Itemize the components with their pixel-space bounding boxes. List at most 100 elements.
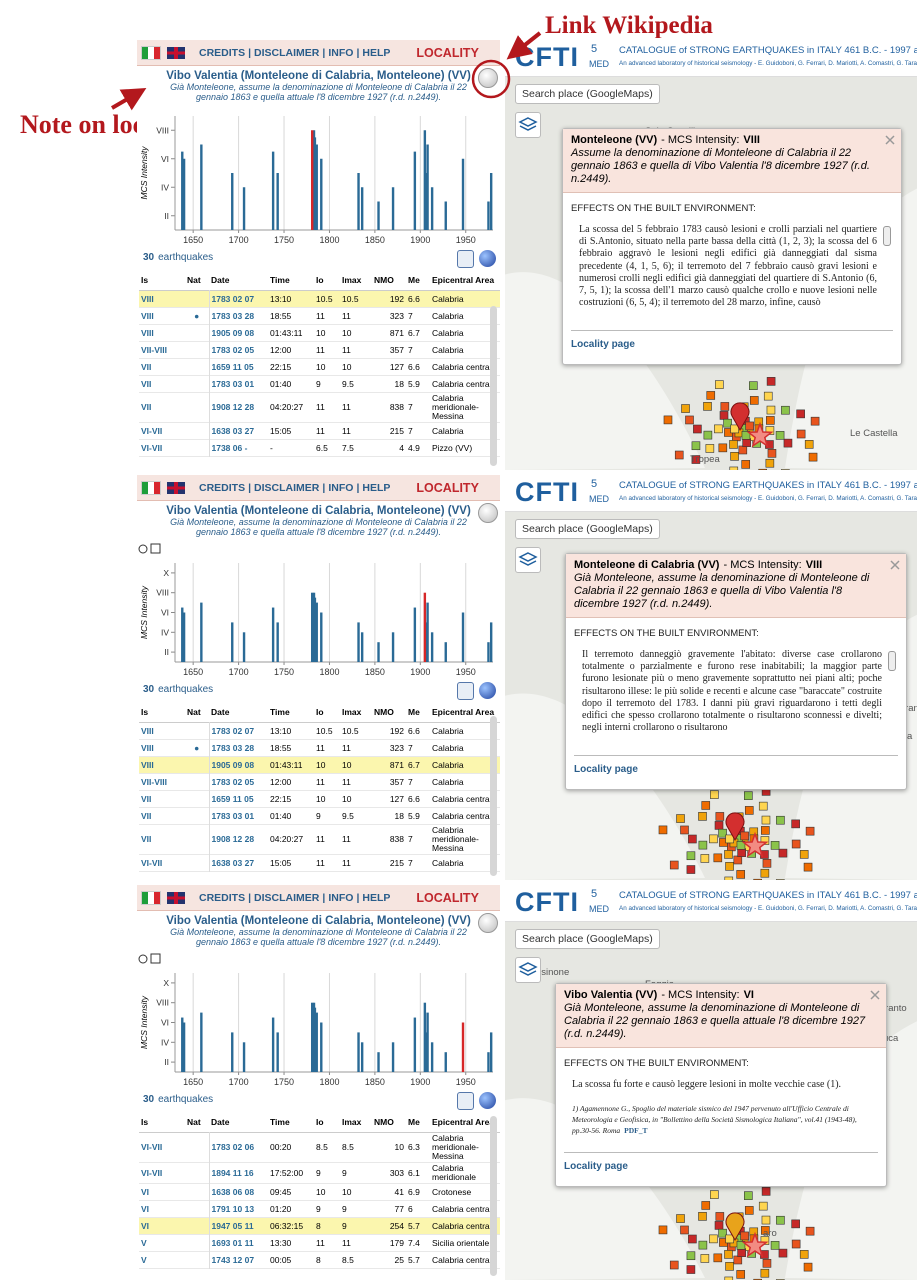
map-marker[interactable] [775,431,785,440]
zoom-button[interactable] [138,544,148,554]
map-marker[interactable] [658,825,668,835]
reference-link[interactable]: PDF_T [624,1126,648,1136]
map-marker[interactable] [791,839,801,849]
table-row[interactable]: VII 1659 11 05 22:15 10 10 127 6.6 Calabria cen… [139,358,500,376]
nav-link[interactable]: HELP [362,481,391,494]
map-marker[interactable] [724,1250,733,1259]
map-marker[interactable] [730,452,739,461]
map-marker[interactable] [703,402,712,411]
search-place[interactable]: Search place (GoogleMaps) [515,929,660,949]
map-marker[interactable] [766,377,776,386]
map-marker[interactable] [724,876,734,880]
wikipedia-link[interactable] [478,68,498,88]
map-marker[interactable] [760,868,770,878]
map-marker[interactable] [796,429,806,439]
table-row[interactable]: VIII 1783 02 07 13:10 10.5 10.5 192 6.6 Calabri… [139,290,500,308]
map-marker[interactable] [761,1215,771,1225]
map-marker[interactable] [776,1215,785,1225]
map-marker[interactable] [713,1253,723,1263]
map-marker[interactable] [736,870,746,879]
table-row[interactable]: VI-VII 1638 03 27 15:05 11 11 215 7 Calabria [139,854,500,872]
locality-page-link[interactable]: Locality page [571,339,635,350]
map-marker[interactable] [703,430,713,440]
map-marker[interactable] [715,380,724,389]
nav-link[interactable]: HELP [362,46,391,59]
layers-button[interactable] [515,957,541,983]
table-row[interactable]: VIII ● 1783 03 28 18:55 11 11 323 7 Calabria [139,739,500,757]
map-marker[interactable] [714,821,724,830]
popup-close[interactable] [870,990,880,1000]
nav-link[interactable]: HELP [362,891,391,904]
map-marker[interactable] [663,415,673,425]
table-row[interactable]: VII-VIII 1783 02 05 12:00 11 11 357 7 Calabria [139,341,500,359]
search-place[interactable]: Search place (GoogleMaps) [515,84,660,104]
nav-link[interactable]: CREDITS [199,46,246,59]
map-marker[interactable] [758,1201,768,1211]
flag-uk[interactable] [167,46,185,59]
table-row[interactable]: VI 1791 10 13 01:20 9 9 77 6 Calabria centrale [139,1200,500,1218]
map-marker[interactable] [669,860,679,870]
map-marker[interactable] [676,1214,685,1223]
map-marker[interactable] [765,458,775,468]
map-marker[interactable] [791,819,800,829]
save-button[interactable] [150,543,161,554]
map-marker[interactable] [733,855,743,865]
table-row[interactable]: V 1693 01 11 13:30 11 11 179 7.4 Sicilia orient… [139,1234,500,1252]
popup-close[interactable] [885,135,895,145]
nav-link[interactable]: INFO [328,891,354,904]
map-marker[interactable] [765,426,775,435]
map-marker[interactable] [688,834,697,844]
map-marker[interactable] [762,1259,772,1268]
map-marker[interactable] [698,812,707,821]
flag-it[interactable] [141,480,161,495]
table-row[interactable]: VII-VIII 1783 02 05 12:00 11 11 357 7 Calabria [139,773,500,791]
map-marker[interactable] [760,1236,770,1245]
map-marker[interactable] [686,1251,696,1261]
map-marker[interactable] [805,826,815,836]
map-marker[interactable] [781,405,790,415]
map-marker[interactable] [688,1234,697,1244]
map-marker[interactable] [737,1248,746,1257]
map-marker[interactable] [744,1191,753,1200]
nav-link[interactable]: DISCLAIMER [254,46,320,59]
nav-link[interactable]: INFO [328,481,354,494]
zoom-button[interactable] [138,954,148,964]
map-marker[interactable] [808,452,818,462]
map-marker[interactable] [700,1254,710,1263]
table-row[interactable]: VII 1908 12 28 04:20:27 11 11 838 7 Calabria me… [139,824,500,855]
map-marker[interactable] [783,438,793,448]
locality-page-link[interactable]: Locality page [564,1161,628,1173]
nav-link[interactable]: DISCLAIMER [254,481,320,494]
map-marker[interactable] [701,1201,711,1210]
table-row[interactable]: VI-VII 1894 11 16 17:52:00 9 9 303 6.1 Calabria… [139,1162,500,1184]
map-marker[interactable] [718,1228,727,1238]
map-marker[interactable] [803,1262,813,1272]
map-marker[interactable] [715,1212,725,1221]
map-marker[interactable] [766,416,775,425]
map-marker[interactable] [761,1187,771,1196]
map-marker[interactable] [758,801,768,811]
map-marker[interactable] [760,1268,770,1278]
google-earth-button[interactable] [479,1092,496,1109]
map-marker[interactable] [720,402,730,411]
map-marker[interactable] [745,421,754,431]
map-marker[interactable] [778,1248,788,1258]
popup-close[interactable] [890,560,900,570]
map-marker[interactable] [804,440,814,449]
map-marker[interactable] [742,438,751,447]
map-marker[interactable] [805,1226,815,1236]
map-marker[interactable] [761,826,770,835]
wikipedia-link[interactable] [478,913,498,933]
map-marker[interactable] [729,466,739,470]
map-marker[interactable] [741,460,751,469]
map-marker[interactable] [715,812,725,821]
nav-link[interactable]: INFO [328,46,354,59]
table-row[interactable]: VII 1783 03 01 01:40 9 9.5 18 5.9 Calabria cent… [139,375,500,393]
table-row[interactable]: VI-VII 1638 03 27 15:05 11 11 215 7 Calabria [139,422,500,440]
map-marker[interactable] [791,1239,801,1249]
map-marker[interactable] [749,396,759,405]
map-marker[interactable] [741,431,751,440]
map-marker[interactable] [767,449,777,458]
map-marker[interactable] [698,1240,708,1250]
map-marker[interactable] [729,440,738,449]
